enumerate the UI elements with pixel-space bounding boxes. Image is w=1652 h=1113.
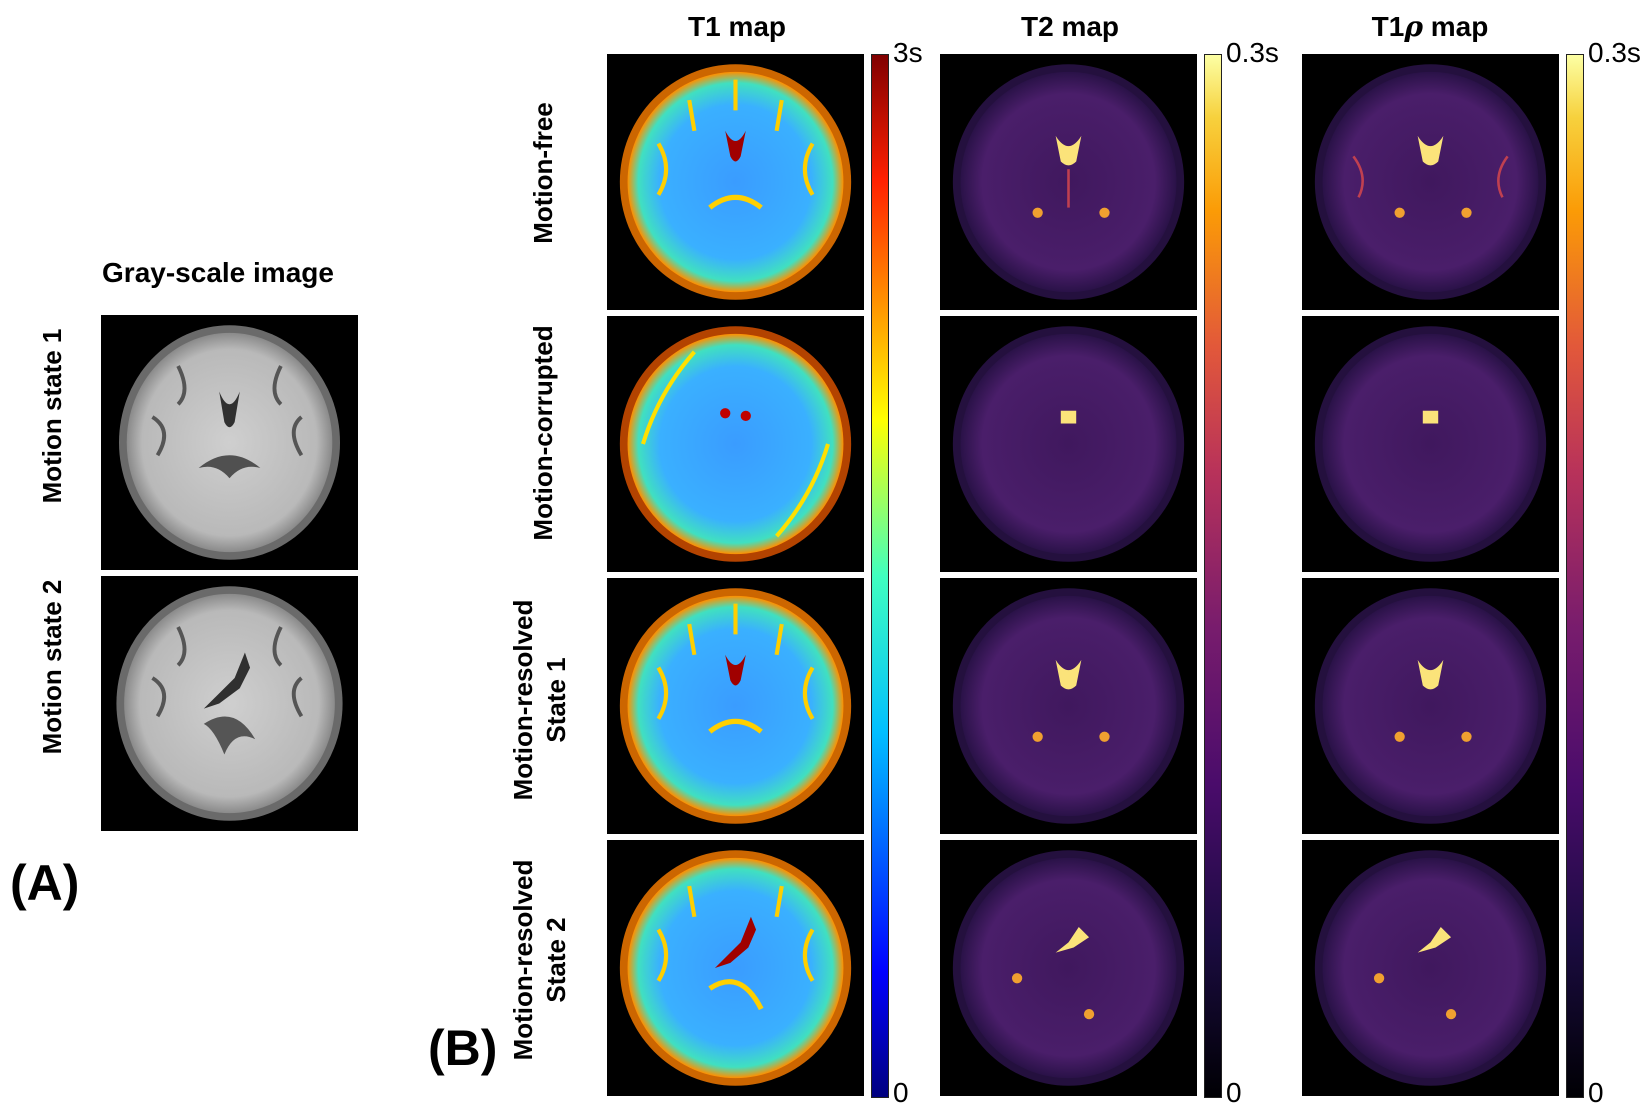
t1rho-colorbar-min: 0: [1588, 1077, 1604, 1108]
row-label-motion-resolved-2-line1: Motion-resolved: [508, 859, 538, 1061]
col-title-t2-map: T2 map: [1020, 11, 1120, 42]
row-label-motion-resolved-2-line2: State 2: [541, 917, 571, 1003]
t1-colorbar: [871, 54, 889, 1098]
t1-map-motion-resolved-state-1: [607, 578, 864, 834]
t1rho-map-motion-corrupted: [1302, 316, 1559, 572]
row-label-motion-resolved-2: Motion-resolved State 2: [508, 840, 578, 1080]
t2-map-motion-free: [940, 54, 1197, 310]
t1-colorbar-max: 3s: [893, 37, 923, 68]
t1rho-map-motion-resolved-state-1: [1302, 578, 1559, 834]
t2-map-motion-resolved-state-2: [940, 840, 1197, 1096]
grayscale-image-motion-state-2: [101, 576, 358, 831]
t2-colorbar: [1204, 54, 1222, 1098]
rho-symbol: ρ: [1404, 10, 1423, 43]
t1rho-map-motion-free: [1302, 54, 1559, 310]
t1-map-motion-resolved-state-2: [607, 840, 864, 1096]
row-label-motion-resolved-1-line1: Motion-resolved: [508, 599, 538, 801]
row-label-motion-state-2: Motion state 2: [37, 579, 67, 755]
row-label-motion-corrupted: Motion-corrupted: [528, 325, 558, 541]
col-title-t1-map: T1 map: [687, 11, 787, 42]
row-label-motion-resolved-1: Motion-resolved State 1: [508, 580, 578, 820]
col-title-t1rho-map: T1ρ map: [1300, 12, 1560, 42]
t1rho-map-motion-resolved-state-2: [1302, 840, 1559, 1096]
panel-a-label: (A): [10, 855, 80, 911]
row-label-motion-resolved-1-line2: State 1: [541, 657, 571, 743]
t2-map-motion-resolved-state-1: [940, 578, 1197, 834]
row-label-motion-free: Motion-free: [528, 102, 558, 244]
panel-a-title: Gray-scale image: [102, 257, 334, 288]
t1-map-motion-corrupted: [607, 316, 864, 572]
t1-colorbar-min: 0: [893, 1077, 909, 1108]
t1rho-prefix: T1: [1371, 11, 1405, 42]
panel-b-label: (B): [428, 1020, 498, 1076]
t2-map-motion-corrupted: [940, 316, 1197, 572]
t1-map-motion-free: [607, 54, 864, 310]
t1rho-suffix: map: [1422, 11, 1489, 42]
t2-colorbar-max: 0.3s: [1226, 37, 1279, 68]
grayscale-image-motion-state-1: [101, 315, 358, 570]
t2-colorbar-min: 0: [1226, 1077, 1242, 1108]
t1rho-colorbar: [1566, 54, 1584, 1098]
t1rho-colorbar-max: 0.3s: [1588, 37, 1641, 68]
row-label-motion-state-1: Motion state 1: [37, 328, 67, 504]
